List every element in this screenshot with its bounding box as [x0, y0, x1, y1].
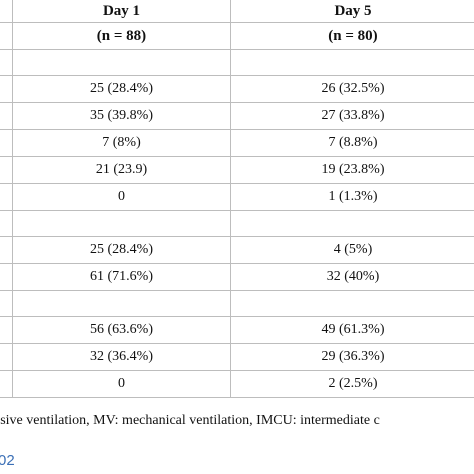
header-day5-n: (n = 80) [230, 22, 474, 50]
row-label-cell [0, 236, 13, 264]
row-label-cell [0, 102, 13, 130]
day5-cell: 2 (2.5%) [230, 370, 474, 398]
header-cell-label [0, 22, 13, 50]
row-label-cell [0, 49, 13, 76]
section-row [0, 210, 474, 237]
row-label-cell [0, 343, 13, 371]
day1-cell: 0 [12, 370, 231, 398]
day1-cell [12, 290, 231, 317]
day5-cell: 7 (8.8%) [230, 129, 474, 157]
day1-cell: 7 (8%) [12, 129, 231, 157]
table-row: 35 (39.8%) 27 (33.8%) [0, 102, 474, 130]
row-label-cell [0, 156, 13, 184]
header-day1-n: (n = 88) [12, 22, 231, 50]
day5-cell: 26 (32.5%) [230, 75, 474, 103]
header-day5-title: Day 5 [230, 0, 474, 23]
header-row-n: (n = 88) (n = 80) [0, 22, 474, 50]
row-label-cell [0, 129, 13, 157]
day5-cell: 49 (61.3%) [230, 316, 474, 344]
row-label-cell [0, 316, 13, 344]
day5-cell: 1 (1.3%) [230, 183, 474, 211]
day1-cell: 0 [12, 183, 231, 211]
day1-cell: 25 (28.4%) [12, 236, 231, 264]
row-label-cell [0, 183, 13, 211]
header-cell-label [0, 0, 13, 23]
day1-cell: 35 (39.8%) [12, 102, 231, 130]
section-row [0, 290, 474, 317]
row-label-cell [0, 210, 13, 237]
header-day1-title: Day 1 [12, 0, 231, 23]
day5-cell [230, 210, 474, 237]
doi-link-fragment[interactable]: 02 [0, 452, 15, 469]
day5-cell [230, 290, 474, 317]
header-row-title: Day 1 Day 5 [0, 0, 474, 23]
day1-cell: 32 (36.4%) [12, 343, 231, 371]
table-row: 25 (28.4%) 4 (5%) [0, 236, 474, 264]
table-row: 25 (28.4%) 26 (32.5%) [0, 75, 474, 103]
day5-cell: 29 (36.3%) [230, 343, 474, 371]
day5-cell [230, 49, 474, 76]
day1-cell [12, 210, 231, 237]
table-row: 61 (71.6%) 32 (40%) [0, 263, 474, 291]
table-row: 7 (8%) 7 (8.8%) [0, 129, 474, 157]
table-body: Day 1 Day 5 (n = 88) (n = 80) 25 (28.4%)… [0, 0, 474, 398]
day1-cell: 21 (23.9) [12, 156, 231, 184]
table-row: 32 (36.4%) 29 (36.3%) [0, 343, 474, 371]
day5-cell: 27 (33.8%) [230, 102, 474, 130]
day1-cell: 56 (63.6%) [12, 316, 231, 344]
day5-cell: 32 (40%) [230, 263, 474, 291]
row-label-cell [0, 370, 13, 398]
row-label-cell [0, 290, 13, 317]
table-row: 56 (63.6%) 49 (61.3%) [0, 316, 474, 344]
day5-cell: 19 (23.8%) [230, 156, 474, 184]
row-label-cell [0, 75, 13, 103]
results-table: Day 1 Day 5 (n = 88) (n = 80) 25 (28.4%)… [0, 0, 474, 398]
table-row: 21 (23.9) 19 (23.8%) [0, 156, 474, 184]
row-label-cell [0, 263, 13, 291]
table-footnote: asive ventilation, MV: mechanical ventil… [0, 413, 380, 428]
day1-cell: 25 (28.4%) [12, 75, 231, 103]
day1-cell [12, 49, 231, 76]
section-row [0, 49, 474, 76]
day1-cell: 61 (71.6%) [12, 263, 231, 291]
day5-cell: 4 (5%) [230, 236, 474, 264]
